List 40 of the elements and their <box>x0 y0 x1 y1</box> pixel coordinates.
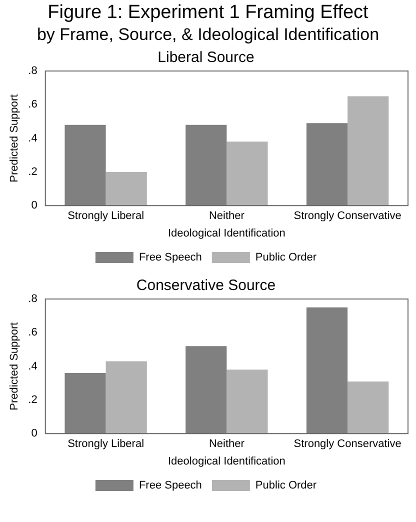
x-tick-label: Strongly Conservative <box>294 210 402 222</box>
bar <box>348 381 389 434</box>
text: Figure 1: Experiment 1 Framing Effect <box>46 2 370 24</box>
y-axis-title: Predicted Support <box>8 94 21 182</box>
y-tick-label: .6 <box>28 326 38 339</box>
bar <box>348 96 389 206</box>
x-axis-title: Ideological Identification <box>168 227 286 240</box>
y-axis-title: Predicted Support <box>8 322 21 410</box>
bar <box>226 142 268 206</box>
text: by Frame, Source, & Ideological Identification <box>36 25 380 45</box>
x-tick-label: Strongly Liberal <box>68 210 144 222</box>
y-tick-label: .4 <box>28 132 38 144</box>
legend-label: Free Speech <box>138 480 202 492</box>
x-tick-label: Strongly Liberal <box>68 438 144 450</box>
x-tick-label: Neither <box>208 210 245 222</box>
y-tick-label: .4 <box>28 360 38 372</box>
x-tick-label: Neither <box>208 438 245 450</box>
bar <box>306 307 348 434</box>
y-tick-label: .6 <box>28 98 38 111</box>
y-tick-label: .8 <box>28 293 38 306</box>
bar <box>186 346 227 434</box>
x-tick-label: Strongly Conservative <box>294 438 402 450</box>
bar <box>64 373 106 434</box>
y-tick-label: .2 <box>28 394 38 406</box>
y-tick-label: .8 <box>28 65 38 78</box>
y-tick-label: 0 <box>31 428 38 440</box>
bar <box>106 172 147 206</box>
bar <box>186 124 227 206</box>
chart-title: Conservative Source <box>136 277 276 294</box>
bar <box>306 123 348 206</box>
legend-label: Public Order <box>255 252 317 264</box>
chart-title: Liberal Source <box>158 49 254 66</box>
bar <box>226 370 268 434</box>
legend-label: Free Speech <box>138 252 202 264</box>
y-tick-label: .2 <box>28 166 38 178</box>
y-tick-label: 0 <box>31 200 38 212</box>
bar <box>64 124 106 206</box>
x-axis-title: Ideological Identification <box>168 455 286 468</box>
bar <box>106 361 147 434</box>
legend-label: Public Order <box>255 480 317 492</box>
